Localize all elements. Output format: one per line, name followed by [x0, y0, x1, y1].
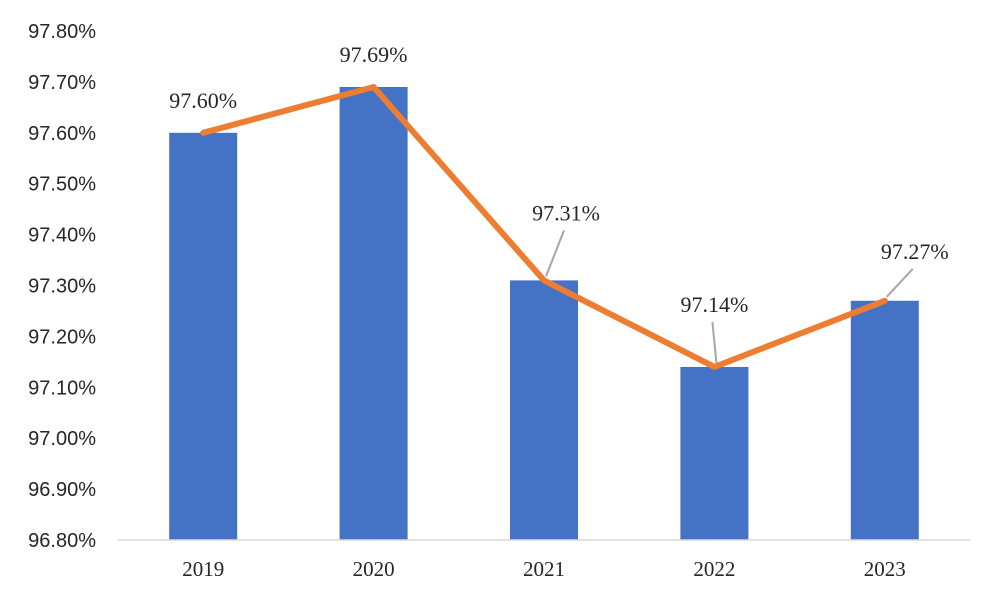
x-category-label: 2023: [864, 557, 906, 581]
y-tick-label: 97.30%: [28, 276, 96, 298]
data-label-leader-lines: [545, 230, 914, 364]
bar: [680, 366, 749, 540]
y-tick-label: 97.70%: [28, 72, 96, 94]
x-category-label: 2022: [693, 557, 735, 581]
data-label: 97.31%: [532, 200, 600, 225]
bar: [510, 280, 578, 540]
bar-series: [169, 86, 919, 541]
y-tick-label: 97.40%: [28, 225, 96, 247]
bar: [169, 132, 238, 541]
leader-line: [545, 230, 565, 277]
y-tick-label: 97.50%: [28, 174, 96, 196]
x-axis-categories: 2019 2020 2021 2022 2023: [182, 557, 906, 581]
y-tick-label: 97.10%: [28, 377, 96, 399]
y-tick-label: 97.80%: [28, 21, 96, 43]
x-category-label: 2020: [353, 557, 395, 581]
y-tick-label: 97.20%: [28, 326, 96, 348]
data-label: 97.27%: [881, 239, 949, 264]
y-tick-label: 96.90%: [28, 479, 96, 501]
leader-line: [711, 321, 718, 364]
leader-line: [886, 268, 914, 298]
y-axis-ticks: 97.80% 97.70% 97.60% 97.50% 97.40% 97.30% 97.2…: [28, 21, 96, 552]
y-tick-label: 97.60%: [28, 123, 96, 145]
data-label: 97.69%: [340, 42, 408, 67]
data-label: 97.14%: [680, 292, 748, 317]
data-labels: 97.60% 97.69% 97.31% 97.14% 97.27%: [169, 42, 949, 368]
x-category-label: 2021: [523, 557, 565, 581]
data-label: 97.60%: [169, 88, 237, 113]
bar: [850, 300, 919, 540]
bar: [339, 86, 408, 541]
y-tick-label: 97.00%: [28, 428, 96, 450]
y-tick-label: 96.80%: [28, 530, 96, 552]
x-category-label: 2019: [182, 557, 224, 581]
